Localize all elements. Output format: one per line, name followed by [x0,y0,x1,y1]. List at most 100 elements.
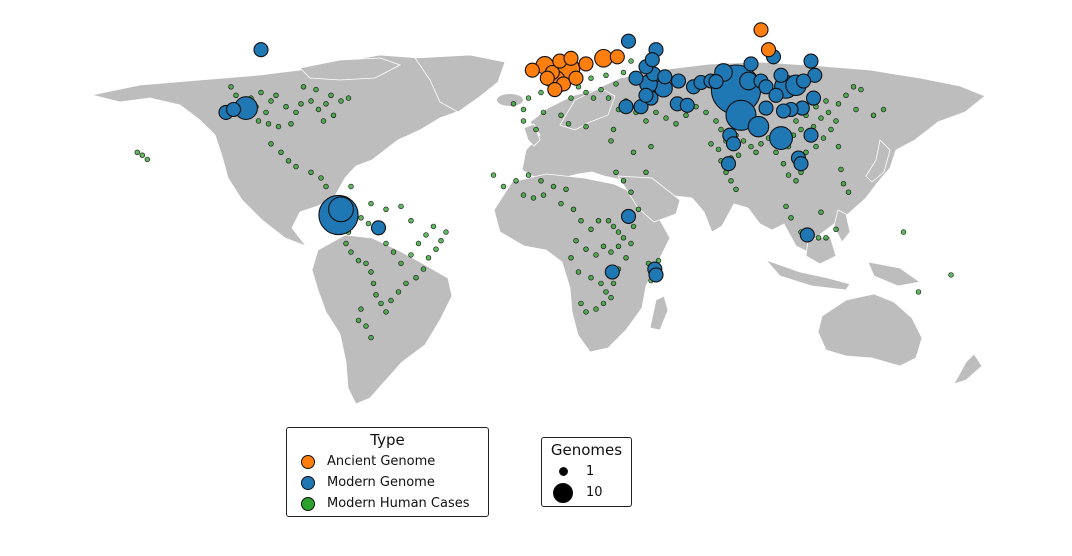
landmass-madagascar [649,295,669,331]
modern-human-cases-point [570,206,577,213]
modern-human-cases-point [610,223,617,230]
modern-human-cases-point [323,183,329,190]
modern-human-cases-point [355,257,362,264]
modern-human-cases-point [623,255,629,261]
modern-human-cases-point [348,183,354,190]
modern-genome-point [657,69,673,85]
modern-human-cases-point [948,272,954,278]
legend-item-ancient-genome: Ancient Genome [287,451,488,472]
modern-genome-point [758,100,774,116]
modern-human-cases-point [843,92,849,99]
modern-human-cases-point [740,138,747,144]
modern-human-cases-point [568,95,574,101]
modern-human-cases-point [900,229,907,235]
modern-human-cases-point [785,172,792,178]
modern-human-cases-point [788,215,794,221]
modern-genome-point [799,227,815,243]
modern-human-cases-point [268,98,274,104]
modern-human-cases-point [510,101,517,107]
modern-human-cases-point [608,249,614,255]
modern-human-cases-point [540,192,547,198]
landmass-south-america [311,234,453,405]
modern-human-cases-point [383,309,389,315]
modern-human-cases-point [433,246,439,252]
modern-human-cases-point [850,84,857,90]
modern-human-cases-point [438,238,444,244]
modern-genome-point [370,220,387,236]
modern-human-cases-point [758,141,764,147]
modern-human-cases-point [728,178,734,184]
landmass-greenland [414,54,506,113]
modern-human-cases-point [588,226,594,233]
size-legend-label: 1 [586,464,595,479]
modern-human-cases-point [718,126,724,133]
modern-human-cases-point [398,260,404,267]
modern-human-cases-point [818,209,824,215]
modern-human-cases-point [603,289,609,295]
modern-human-cases-point [840,181,847,187]
modern-human-cases-point [425,255,432,261]
modern-human-cases-point [513,178,519,184]
modern-human-cases-point [273,92,279,99]
modern-human-cases-point [533,126,539,133]
modern-human-cases-point [880,106,887,113]
modern-human-cases-point [538,178,544,184]
modern-human-cases-point [383,206,389,213]
modern-human-cases-point [615,229,622,235]
modern-human-cases-point [628,240,634,247]
modern-human-cases-point [595,218,602,224]
modern-human-cases-point [615,243,622,250]
modern-human-cases-point [365,220,372,227]
modern-human-cases-point [408,218,414,224]
modern-human-cases-point [643,118,649,124]
ancient-genome-point [594,48,613,68]
modern-human-cases-point [733,186,739,193]
landmass-australia [817,293,923,367]
modern-genome-point [628,70,644,86]
modern-human-cases-point [613,169,619,176]
modern-human-cases-point [268,141,274,147]
modern-human-cases-point [588,275,594,281]
ancient-genome-point [568,70,584,86]
modern-human-cases-point [358,215,364,221]
modern-human-cases-point [368,200,374,207]
size-legend: Genomes 1 10 [541,437,632,507]
size-legend-label: 10 [586,485,603,500]
ancient-genome-point [753,22,769,38]
modern-human-cases-point [398,203,404,210]
modern-human-cases-point [370,280,377,287]
modern-human-cases-point [735,152,742,158]
modern-human-cases-point [845,189,852,195]
modern-human-cases-point [610,126,617,133]
modern-human-cases-point [500,183,507,190]
modern-human-cases-point [423,232,429,238]
modern-genome-point [253,42,269,58]
modern-human-cases-point [783,203,789,210]
modern-genome-point [725,136,742,152]
modern-human-cases-point [538,89,544,96]
modern-human-cases-point [300,84,307,90]
modern-human-cases-point [780,161,787,167]
modern-human-cases-point [603,72,609,79]
modern-human-cases-point [293,163,299,170]
modern-human-cases-point [363,323,369,329]
modern-human-cases-point [600,300,607,307]
modern-genome-point [679,97,695,113]
modern-human-cases-point [328,92,334,99]
modern-human-cases-point [648,143,654,150]
modern-genome-point [803,127,819,143]
modern-human-cases-point [265,121,272,127]
modern-genome-point [648,267,664,283]
modern-human-cases-point [605,218,612,224]
type-legend-title: Type [370,431,405,449]
modern-human-cases-point [490,172,497,178]
modern-human-cases-point [683,112,689,119]
modern-human-cases-point [530,195,537,201]
legend-label: Ancient Genome [327,454,436,469]
modern-genome-point [638,87,654,103]
modern-human-cases-point [825,109,832,116]
modern-human-cases-point [630,223,637,230]
ancient-genome-point [539,70,555,86]
modern-genome-point [225,101,242,118]
ancient-genome-point [547,82,563,98]
